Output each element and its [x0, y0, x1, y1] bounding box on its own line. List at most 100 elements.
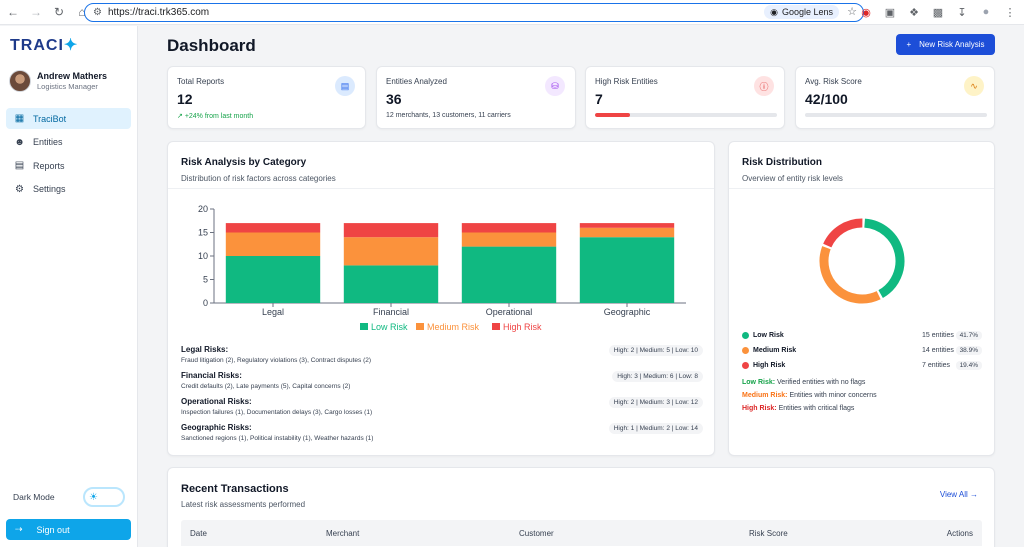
- legend-pct: 19.4%: [955, 361, 982, 370]
- stat-card-avg-risk-score: Avg. Risk Score 42/100 ∿: [795, 66, 995, 129]
- x-tick-label: Legal: [262, 307, 284, 317]
- bar-segment[interactable]: [579, 223, 675, 228]
- extension-icon[interactable]: ▣: [884, 6, 896, 19]
- bar-segment[interactable]: [579, 237, 675, 303]
- bar-segment[interactable]: [579, 227, 675, 238]
- column-header-risk-score[interactable]: Risk Score: [749, 529, 788, 538]
- divider: [729, 188, 994, 189]
- legend-label[interactable]: Medium Risk: [427, 322, 480, 332]
- x-tick-label: Geographic: [604, 307, 651, 317]
- donut-slice[interactable]: [823, 218, 863, 248]
- reload-icon[interactable]: ↻: [53, 5, 65, 19]
- home-icon[interactable]: ⌂: [78, 5, 86, 19]
- bar-segment[interactable]: [461, 246, 557, 303]
- risk-detail: Sanctioned regions (1), Political instab…: [181, 435, 374, 442]
- legend-label[interactable]: High Risk: [503, 322, 542, 332]
- donut-slice[interactable]: [864, 218, 905, 299]
- stat-value: 12: [177, 91, 193, 107]
- traci-logo[interactable]: TRACI✦: [10, 35, 78, 55]
- pulse-icon: ∿: [964, 76, 984, 96]
- document-icon: ▤: [335, 76, 355, 96]
- section-subtitle: Latest risk assessments performed: [181, 500, 306, 509]
- definition-term: Medium Risk:: [742, 392, 788, 399]
- alert-icon: ⓘ: [754, 76, 774, 96]
- bar-segment[interactable]: [461, 223, 557, 233]
- new-risk-analysis-label: New Risk Analysis: [919, 40, 985, 49]
- stat-value: 42/100: [805, 91, 848, 107]
- definition-text: Entities with critical flags: [778, 405, 855, 412]
- bar-segment[interactable]: [225, 223, 321, 233]
- forward-icon[interactable]: →: [30, 5, 42, 19]
- high-risk-progress-fill: [595, 113, 630, 117]
- column-header-date[interactable]: Date: [190, 529, 207, 538]
- bar-segment[interactable]: [461, 232, 557, 247]
- legend-dot: [742, 332, 749, 339]
- y-tick-label: 10: [198, 251, 208, 261]
- column-header-actions[interactable]: Actions: [946, 529, 973, 538]
- view-all-link[interactable]: View All →: [940, 490, 978, 499]
- bar-segment[interactable]: [225, 232, 321, 257]
- address-bar[interactable]: ⚙ https://traci.trk365.com ◉ Google Lens…: [84, 3, 864, 22]
- legend-label[interactable]: Low Risk: [371, 322, 408, 332]
- risk-score-progress: [805, 113, 987, 117]
- risk-counts-pill: High: 2 | Medium: 3 | Low: 12: [608, 397, 703, 408]
- new-risk-analysis-button[interactable]: + New Risk Analysis: [896, 34, 995, 55]
- back-icon[interactable]: ←: [7, 5, 19, 19]
- sidebar-item-tracibot[interactable]: ▦ TraciBot: [6, 108, 131, 129]
- dark-mode-toggle[interactable]: ☀: [83, 487, 125, 507]
- stat-trend: ↗ +24% from last month: [177, 113, 254, 120]
- site-info-icon[interactable]: ⚙: [93, 7, 102, 18]
- sidebar-item-reports[interactable]: ▤ Reports: [6, 155, 131, 176]
- puzzle-icon[interactable]: ❖: [909, 6, 919, 19]
- legend-swatch: [416, 323, 424, 330]
- page-title: Dashboard: [167, 36, 256, 55]
- risk-detail: Inspection failures (1), Documentation d…: [181, 409, 373, 416]
- url-text[interactable]: https://traci.trk365.com: [107, 7, 210, 18]
- bar-segment[interactable]: [225, 256, 321, 303]
- donut-slice[interactable]: [819, 246, 881, 304]
- google-lens-button[interactable]: ◉ Google Lens: [764, 5, 839, 19]
- bookmark-star-icon[interactable]: ☆: [847, 6, 857, 18]
- definition-low: Low Risk: Verified entities with no flag…: [742, 379, 865, 386]
- column-header-merchant[interactable]: Merchant: [326, 529, 360, 538]
- bar-segment[interactable]: [343, 223, 439, 238]
- sidebar-item-settings[interactable]: ⚙ Settings: [6, 179, 131, 200]
- column-header-customer[interactable]: Customer: [519, 529, 554, 538]
- risk-distribution-card: Risk Distribution Overview of entity ris…: [728, 141, 995, 456]
- bar-chart-icon: ▦: [14, 113, 25, 124]
- plus-icon: +: [906, 40, 912, 49]
- menu-icon[interactable]: ⋮: [1004, 6, 1016, 19]
- download-icon[interactable]: ↧: [957, 6, 967, 19]
- risk-title: Operational Risks:: [181, 397, 252, 406]
- section-title: Risk Analysis by Category: [181, 157, 307, 168]
- risk-donut-chart: [819, 218, 905, 304]
- stat-breakdown: 12 merchants, 13 customers, 11 carriers: [386, 112, 511, 119]
- section-title: Risk Distribution: [742, 157, 823, 168]
- cast-icon[interactable]: ▩: [932, 6, 944, 19]
- stat-card-entities-analyzed: Entities Analyzed 36 12 merchants, 13 cu…: [376, 66, 576, 129]
- stat-label: Total Reports: [177, 77, 225, 86]
- sign-out-button[interactable]: ⇢ Sign out: [6, 519, 131, 540]
- bar-segment[interactable]: [343, 265, 439, 303]
- risk-title: Financial Risks:: [181, 371, 242, 380]
- dark-mode-row: Dark Mode ☀: [13, 487, 125, 507]
- stat-label: Entities Analyzed: [386, 77, 447, 86]
- sidebar-item-label: Settings: [33, 184, 66, 194]
- risk-counts-pill: High: 2 | Medium: 5 | Low: 10: [608, 345, 703, 356]
- opera-extension-icon[interactable]: ◉: [861, 6, 871, 19]
- profile-icon[interactable]: ●: [982, 6, 990, 18]
- risk-detail: Fraud litigation (2), Regulatory violati…: [181, 357, 372, 364]
- x-tick-label: Financial: [373, 307, 409, 317]
- sidebar-item-label: Entities: [33, 137, 63, 147]
- legend-dot: [742, 362, 749, 369]
- definition-term: Low Risk:: [742, 379, 776, 386]
- sidebar-item-entities[interactable]: ☻ Entities: [6, 132, 131, 153]
- y-tick-label: 0: [203, 298, 208, 308]
- extension-bar: ◉ ▣ ❖ ▩ ↧ ● ⋮: [858, 4, 1018, 20]
- user-profile[interactable]: Andrew Mathers Logistics Manager: [9, 70, 107, 92]
- risk-category-card: Risk Analysis by Category Distribution o…: [167, 141, 715, 456]
- legend-swatch: [360, 323, 368, 330]
- stat-card-high-risk: High Risk Entities 7 ⓘ: [585, 66, 785, 129]
- bar-segment[interactable]: [343, 237, 439, 266]
- legend-name: Medium Risk: [753, 347, 797, 354]
